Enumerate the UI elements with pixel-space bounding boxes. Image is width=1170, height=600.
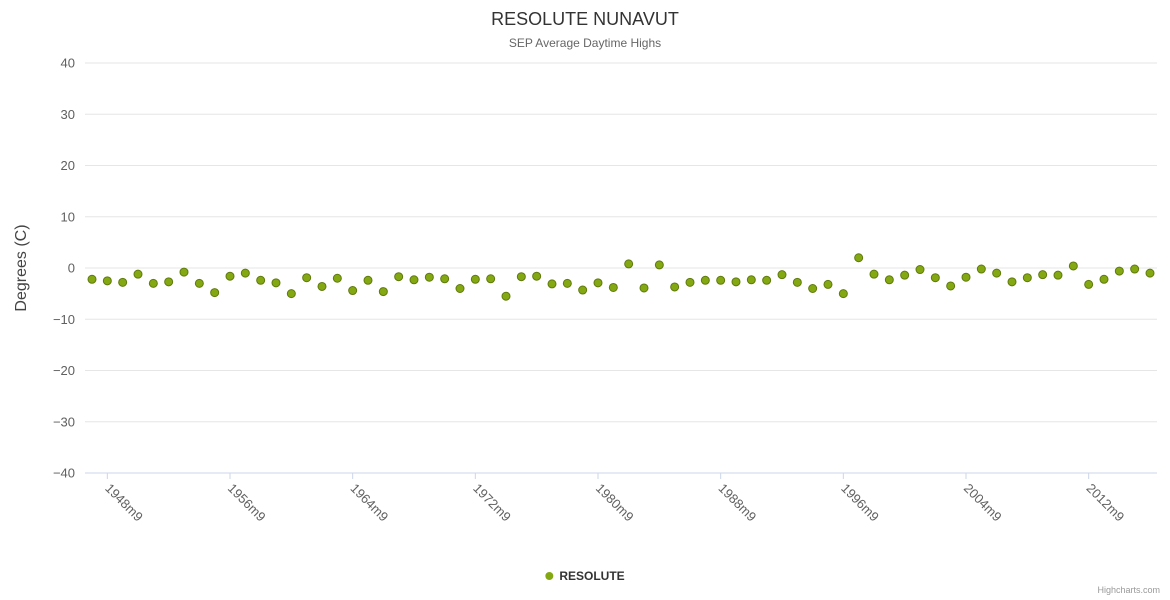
data-point[interactable] [317,281,327,291]
y-axis-tick-label: 40 [61,56,75,71]
data-point[interactable] [486,274,496,284]
data-point[interactable] [670,282,680,292]
data-point[interactable] [884,275,894,285]
data-point[interactable] [1099,274,1109,284]
data-point[interactable] [1084,279,1094,289]
data-point[interactable] [746,275,756,285]
credits-link[interactable]: Highcharts.com [1097,585,1160,595]
data-point[interactable] [470,274,480,284]
data-point[interactable] [976,264,986,274]
data-point[interactable] [240,268,250,278]
data-point[interactable] [179,267,189,277]
data-point[interactable] [608,282,618,292]
data-point[interactable] [164,277,174,287]
data-point[interactable] [578,285,588,295]
x-axis-tick-label: 1988m9 [716,481,760,525]
legend-label: RESOLUTE [559,569,625,583]
x-axis-tick-label: 1956m9 [225,481,269,525]
chart-title: RESOLUTE NUNAVUT [491,9,679,29]
data-point[interactable] [302,273,312,283]
data-point[interactable] [1038,270,1048,280]
data-point[interactable] [1114,266,1124,276]
data-point[interactable] [133,269,143,279]
y-axis-tick-label: 20 [61,158,75,173]
data-point[interactable] [348,286,358,296]
x-axis-tick-label: 1948m9 [102,481,146,525]
data-point[interactable] [639,283,649,293]
data-point[interactable] [532,271,542,281]
data-point[interactable] [501,291,511,301]
y-axis-tick-label: −20 [53,363,75,378]
data-point[interactable] [654,260,664,270]
data-point[interactable] [286,289,296,299]
data-point[interactable] [869,269,879,279]
data-point[interactable] [792,277,802,287]
data-point[interactable] [961,272,971,282]
data-point[interactable] [777,270,787,280]
data-point[interactable] [256,275,266,285]
data-point[interactable] [992,268,1002,278]
data-point[interactable] [440,274,450,284]
y-axis-tick-label: 30 [61,107,75,122]
data-point[interactable] [102,276,112,286]
data-point[interactable] [915,265,925,275]
data-point[interactable] [1130,264,1140,274]
data-point[interactable] [455,284,465,293]
data-point[interactable] [762,275,772,285]
data-point[interactable] [930,273,940,283]
data-point[interactable] [946,281,956,291]
data-point[interactable] [838,289,848,299]
data-point[interactable] [118,277,128,287]
data-point[interactable] [332,273,342,283]
data-point[interactable] [1145,268,1155,278]
data-point[interactable] [823,279,833,289]
data-point[interactable] [854,253,864,263]
y-axis-tick-label: −10 [53,312,75,327]
data-point[interactable] [424,272,434,282]
x-axis-tick-label: 2004m9 [961,481,1005,525]
y-axis-tick-label: 0 [68,261,75,276]
x-axis-tick-label: 2012m9 [1084,481,1128,525]
data-point[interactable] [87,274,97,284]
chart-subtitle: SEP Average Daytime Highs [508,36,662,50]
data-point[interactable] [1007,277,1017,287]
data-point[interactable] [1053,270,1063,280]
legend-marker-icon [545,572,554,580]
data-point[interactable] [148,278,158,288]
data-point[interactable] [516,272,526,282]
data-point[interactable] [562,278,572,288]
data-point[interactable] [1022,273,1032,283]
data-point[interactable] [731,277,741,287]
legend-item-resolute[interactable]: RESOLUTE [545,569,625,583]
data-point[interactable] [271,278,281,288]
x-axis-tick-label: 1972m9 [470,481,514,525]
x-axis-tick-label: 1964m9 [348,481,392,525]
data-point[interactable] [808,284,818,293]
data-point[interactable] [900,270,910,280]
data-point[interactable] [225,271,235,281]
data-point[interactable] [394,272,404,282]
x-axis-tick-label: 1980m9 [593,481,637,525]
data-point[interactable] [378,287,388,297]
data-point[interactable] [624,259,634,269]
data-point[interactable] [363,275,373,285]
data-point[interactable] [685,277,695,287]
data-point[interactable] [593,278,603,288]
data-point[interactable] [547,279,557,289]
data-point[interactable] [210,288,220,298]
data-point[interactable] [700,275,710,285]
x-axis-tick-label: 1996m9 [838,481,882,525]
data-point[interactable] [1068,261,1078,271]
y-axis-tick-label: 10 [61,209,75,224]
data-point[interactable] [409,275,419,285]
data-point[interactable] [194,278,204,288]
data-point[interactable] [716,275,726,285]
y-axis-tick-label: −30 [53,414,75,429]
y-axis-tick-label: −40 [53,466,75,481]
